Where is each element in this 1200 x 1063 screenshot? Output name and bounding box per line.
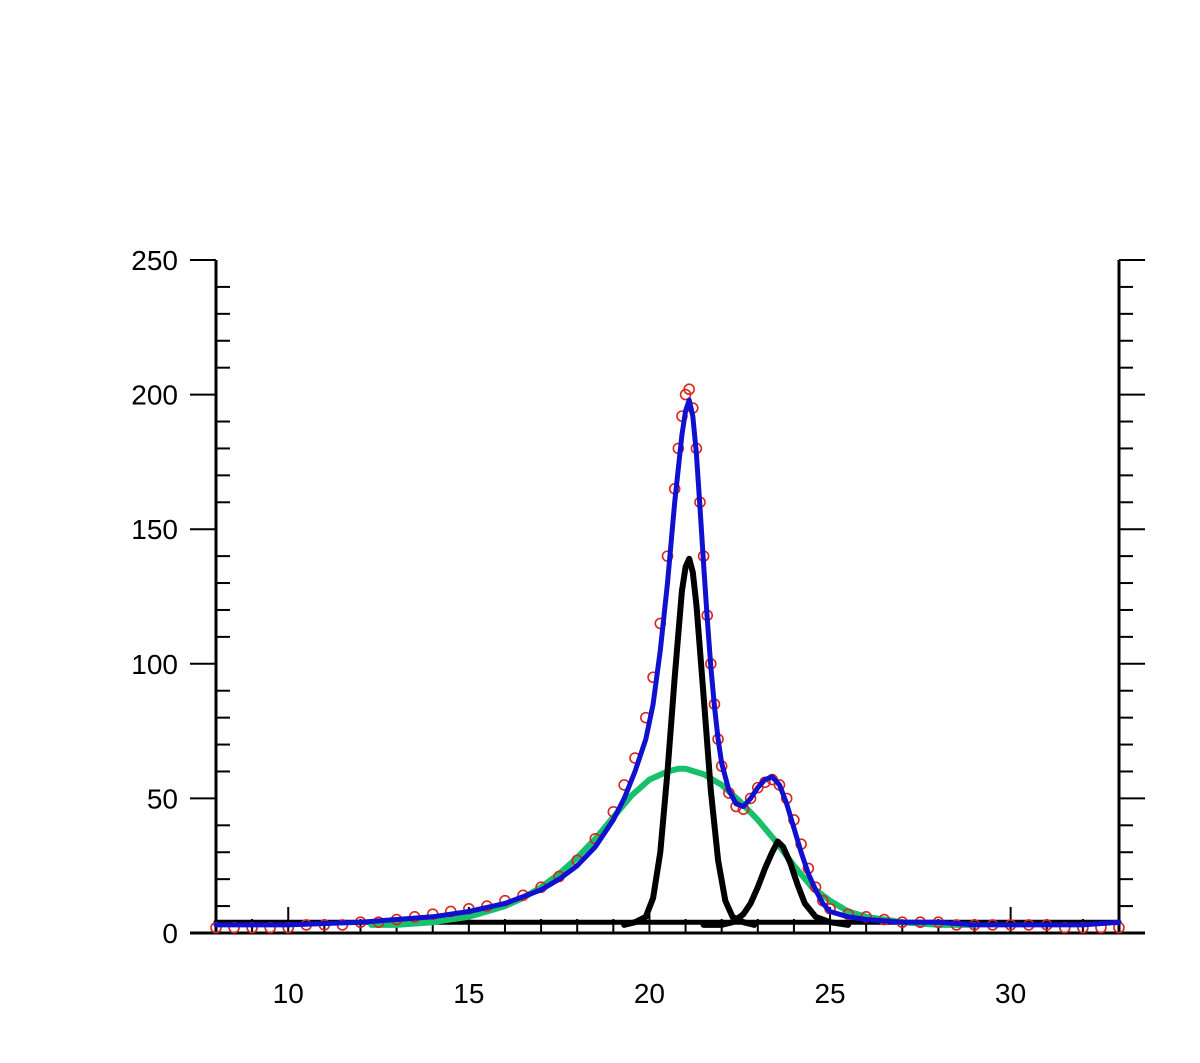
narrow-component-line [621,555,758,928]
x-tick-label: 10 [273,978,304,1009]
fit-line [213,397,1122,928]
data-points-series [210,383,1125,934]
y-axis: 0 50 100 150 200 250 [131,245,1145,949]
y-tick-label: 150 [131,514,178,545]
y-tick-label: 250 [131,245,178,276]
data-point [751,781,764,794]
data-point [683,383,695,396]
x-tick-label: 30 [995,978,1026,1009]
narrow-component-line [700,838,852,928]
plot-area [210,383,1125,934]
x-tick-label: 20 [634,978,665,1009]
x-tick-label: 25 [814,978,845,1009]
y-tick-label: 50 [147,783,178,814]
y-tick-label: 0 [162,918,178,949]
x-tick-label: 15 [453,978,484,1009]
chart-axes [190,260,1145,935]
data-point [744,792,757,805]
y-tick-label: 100 [131,649,178,680]
broad-component-line [368,765,978,928]
y-tick-label: 200 [131,380,178,411]
